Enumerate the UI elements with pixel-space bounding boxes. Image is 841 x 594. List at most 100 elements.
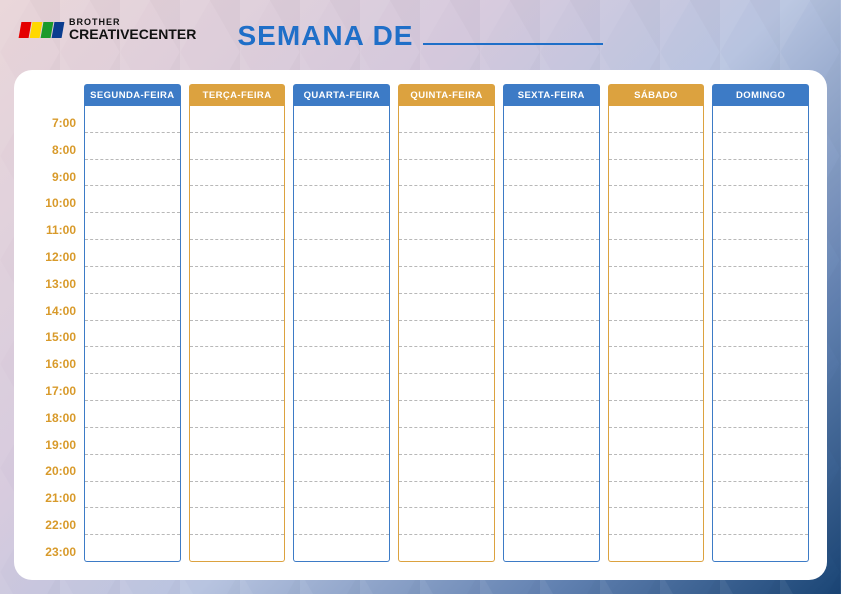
time-slot[interactable] bbox=[399, 428, 494, 455]
time-slot[interactable] bbox=[504, 240, 599, 267]
time-slot[interactable] bbox=[609, 213, 704, 240]
time-slot[interactable] bbox=[713, 508, 808, 535]
time-slot[interactable] bbox=[190, 133, 285, 160]
time-slot[interactable] bbox=[609, 482, 704, 509]
time-slot[interactable] bbox=[85, 374, 180, 401]
time-slot[interactable] bbox=[190, 267, 285, 294]
time-slot[interactable] bbox=[190, 213, 285, 240]
time-slot[interactable] bbox=[294, 347, 389, 374]
time-slot[interactable] bbox=[190, 482, 285, 509]
time-slot[interactable] bbox=[504, 482, 599, 509]
time-slot[interactable] bbox=[190, 428, 285, 455]
time-slot[interactable] bbox=[85, 294, 180, 321]
time-slot[interactable] bbox=[504, 374, 599, 401]
time-slot[interactable] bbox=[85, 347, 180, 374]
time-slot[interactable] bbox=[294, 508, 389, 535]
time-slot[interactable] bbox=[399, 535, 494, 561]
time-slot[interactable] bbox=[504, 160, 599, 187]
time-slot[interactable] bbox=[190, 508, 285, 535]
time-slot[interactable] bbox=[190, 374, 285, 401]
time-slot[interactable] bbox=[504, 133, 599, 160]
time-slot[interactable] bbox=[504, 508, 599, 535]
time-slot[interactable] bbox=[504, 294, 599, 321]
time-slot[interactable] bbox=[294, 133, 389, 160]
time-slot[interactable] bbox=[294, 455, 389, 482]
time-slot[interactable] bbox=[85, 482, 180, 509]
time-slot[interactable] bbox=[609, 347, 704, 374]
time-slot[interactable] bbox=[713, 428, 808, 455]
time-slot[interactable] bbox=[190, 455, 285, 482]
time-slot[interactable] bbox=[713, 455, 808, 482]
time-slot[interactable] bbox=[399, 321, 494, 348]
time-slot[interactable] bbox=[609, 133, 704, 160]
time-slot[interactable] bbox=[294, 213, 389, 240]
time-slot[interactable] bbox=[85, 106, 180, 133]
time-slot[interactable] bbox=[294, 374, 389, 401]
time-slot[interactable] bbox=[713, 482, 808, 509]
time-slot[interactable] bbox=[713, 133, 808, 160]
time-slot[interactable] bbox=[713, 267, 808, 294]
time-slot[interactable] bbox=[294, 428, 389, 455]
time-slot[interactable] bbox=[713, 321, 808, 348]
time-slot[interactable] bbox=[399, 347, 494, 374]
time-slot[interactable] bbox=[190, 294, 285, 321]
time-slot[interactable] bbox=[399, 213, 494, 240]
time-slot[interactable] bbox=[85, 240, 180, 267]
time-slot[interactable] bbox=[85, 213, 180, 240]
time-slot[interactable] bbox=[609, 294, 704, 321]
time-slot[interactable] bbox=[85, 133, 180, 160]
time-slot[interactable] bbox=[85, 535, 180, 561]
time-slot[interactable] bbox=[504, 106, 599, 133]
time-slot[interactable] bbox=[85, 428, 180, 455]
time-slot[interactable] bbox=[399, 401, 494, 428]
time-slot[interactable] bbox=[609, 267, 704, 294]
time-slot[interactable] bbox=[399, 267, 494, 294]
time-slot[interactable] bbox=[85, 267, 180, 294]
time-slot[interactable] bbox=[190, 240, 285, 267]
time-slot[interactable] bbox=[399, 160, 494, 187]
time-slot[interactable] bbox=[399, 133, 494, 160]
time-slot[interactable] bbox=[504, 321, 599, 348]
time-slot[interactable] bbox=[713, 106, 808, 133]
time-slot[interactable] bbox=[85, 186, 180, 213]
time-slot[interactable] bbox=[609, 321, 704, 348]
time-slot[interactable] bbox=[609, 428, 704, 455]
time-slot[interactable] bbox=[713, 374, 808, 401]
time-slot[interactable] bbox=[504, 347, 599, 374]
time-slot[interactable] bbox=[399, 374, 494, 401]
time-slot[interactable] bbox=[294, 160, 389, 187]
time-slot[interactable] bbox=[504, 401, 599, 428]
time-slot[interactable] bbox=[85, 455, 180, 482]
time-slot[interactable] bbox=[190, 347, 285, 374]
time-slot[interactable] bbox=[713, 160, 808, 187]
time-slot[interactable] bbox=[504, 186, 599, 213]
time-slot[interactable] bbox=[609, 186, 704, 213]
time-slot[interactable] bbox=[609, 508, 704, 535]
time-slot[interactable] bbox=[504, 428, 599, 455]
time-slot[interactable] bbox=[190, 321, 285, 348]
time-slot[interactable] bbox=[609, 401, 704, 428]
time-slot[interactable] bbox=[294, 267, 389, 294]
time-slot[interactable] bbox=[399, 508, 494, 535]
time-slot[interactable] bbox=[713, 347, 808, 374]
time-slot[interactable] bbox=[294, 240, 389, 267]
time-slot[interactable] bbox=[713, 535, 808, 561]
time-slot[interactable] bbox=[294, 401, 389, 428]
time-slot[interactable] bbox=[294, 186, 389, 213]
time-slot[interactable] bbox=[190, 535, 285, 561]
time-slot[interactable] bbox=[399, 240, 494, 267]
time-slot[interactable] bbox=[294, 535, 389, 561]
time-slot[interactable] bbox=[504, 267, 599, 294]
time-slot[interactable] bbox=[504, 535, 599, 561]
time-slot[interactable] bbox=[609, 106, 704, 133]
time-slot[interactable] bbox=[713, 186, 808, 213]
time-slot[interactable] bbox=[85, 321, 180, 348]
time-slot[interactable] bbox=[713, 401, 808, 428]
time-slot[interactable] bbox=[609, 535, 704, 561]
time-slot[interactable] bbox=[294, 106, 389, 133]
time-slot[interactable] bbox=[399, 294, 494, 321]
time-slot[interactable] bbox=[609, 455, 704, 482]
time-slot[interactable] bbox=[609, 160, 704, 187]
time-slot[interactable] bbox=[190, 160, 285, 187]
time-slot[interactable] bbox=[399, 455, 494, 482]
